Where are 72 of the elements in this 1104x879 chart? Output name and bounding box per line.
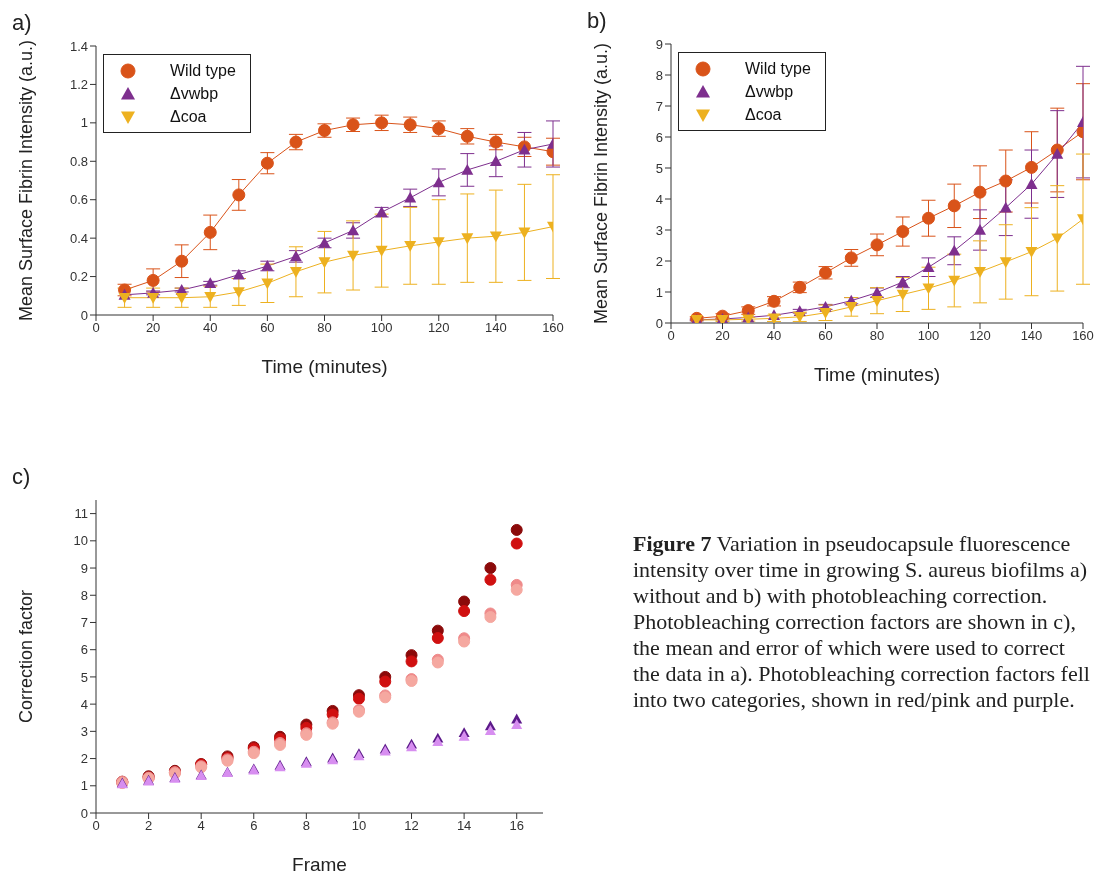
caption: Figure 7 Variation in pseudocapsule fluorescence intensity over time in growing S. aureus biofilms a) without and b) with photobleaching correction. Photobleaching correction factors are shown in c), the mean and error of which were used to correct the data in a). Photobleaching correction factors fell into two categories, shown in red/pink and purple. <box>633 531 1091 713</box>
y-tick-label: 0.6 <box>69 192 88 208</box>
y-tick-label: 0.8 <box>69 153 88 169</box>
x-tick-label: 160 <box>1072 328 1094 344</box>
x-tick-label: 160 <box>542 320 564 336</box>
x-tick-label: 80 <box>869 328 885 344</box>
y-tick-label: 4 <box>80 696 88 712</box>
x-tick-label: 100 <box>370 320 393 336</box>
x-tick-label: 20 <box>145 320 161 336</box>
y-tick-label: 3 <box>80 723 88 739</box>
y-tick-label: 0.2 <box>69 269 88 285</box>
x-tick-label: 0 <box>92 818 100 834</box>
x-tick-label: 40 <box>203 320 218 336</box>
y-tick-label: 8 <box>80 587 88 603</box>
x-axis-title: Time (minutes) <box>261 356 388 377</box>
legend-label: Δcoa <box>170 107 207 126</box>
x-axis-title: Time (minutes) <box>814 364 940 385</box>
x-tick-label: 4 <box>197 818 205 834</box>
y-tick-label: 9 <box>80 560 88 576</box>
x-tick-label: 0 <box>92 320 100 336</box>
x-tick-label: 40 <box>766 328 782 344</box>
y-tick-label: 6 <box>655 129 663 145</box>
y-tick-label: 11 <box>74 506 88 522</box>
y-tick-label: 5 <box>655 160 663 176</box>
x-tick-label: 60 <box>818 328 833 344</box>
x-tick-label: 20 <box>715 328 730 344</box>
x-tick-label: 120 <box>969 328 991 344</box>
legend-label: Δvwbp <box>170 84 219 103</box>
y-tick-label: 1.4 <box>69 38 88 54</box>
chart-title: b) <box>587 8 607 34</box>
x-tick-label: 140 <box>1020 328 1043 344</box>
y-tick-label: 10 <box>73 533 88 549</box>
x-tick-label: 0 <box>667 328 675 344</box>
y-tick-label: 1.2 <box>69 77 88 93</box>
x-tick-label: 140 <box>485 320 507 336</box>
legend-label: Δvwbp <box>745 82 794 101</box>
x-tick-label: 10 <box>351 818 367 834</box>
chart-title: a) <box>12 10 32 36</box>
x-tick-label: 60 <box>260 320 275 336</box>
y-tick-label: 6 <box>80 642 88 658</box>
y-tick-label: 0 <box>80 805 88 821</box>
legend-label: Wild type <box>170 61 236 80</box>
y-axis-title: Mean Surface Fibrin Intensity (a.u.) <box>591 42 612 325</box>
chart-title: c) <box>12 464 31 490</box>
y-tick-label: 2 <box>655 253 663 269</box>
y-tick-label: 4 <box>655 191 663 207</box>
legend-label: Wild type <box>745 59 811 78</box>
x-tick-label: 16 <box>509 818 524 834</box>
y-tick-label: 7 <box>655 98 663 114</box>
y-tick-label: 3 <box>655 222 663 238</box>
y-tick-label: 0 <box>80 307 88 323</box>
y-axis-title: Correction factor <box>16 589 37 724</box>
y-tick-label: 0.4 <box>69 230 88 246</box>
y-tick-label: 1 <box>655 284 663 300</box>
y-tick-label: 8 <box>655 67 663 83</box>
y-axis-title: Mean Surface Fibrin Intensity (a.u.) <box>16 39 37 322</box>
x-tick-label: 2 <box>144 818 153 834</box>
y-tick-label: 1 <box>80 778 88 794</box>
x-tick-label: 100 <box>917 328 940 344</box>
x-tick-label: 80 <box>317 320 332 336</box>
x-tick-label: 6 <box>250 818 258 834</box>
x-tick-label: 14 <box>456 818 472 834</box>
y-tick-label: 1 <box>80 115 88 131</box>
y-tick-label: 5 <box>80 669 88 685</box>
y-tick-label: 7 <box>80 615 88 631</box>
x-tick-label: 12 <box>404 818 419 834</box>
y-tick-label: 9 <box>655 36 663 52</box>
x-tick-label: 8 <box>302 818 310 834</box>
x-axis-title: Frame <box>292 854 347 875</box>
y-tick-label: 2 <box>80 751 88 767</box>
x-tick-label: 120 <box>427 320 450 336</box>
legend-label: Δcoa <box>745 105 782 124</box>
